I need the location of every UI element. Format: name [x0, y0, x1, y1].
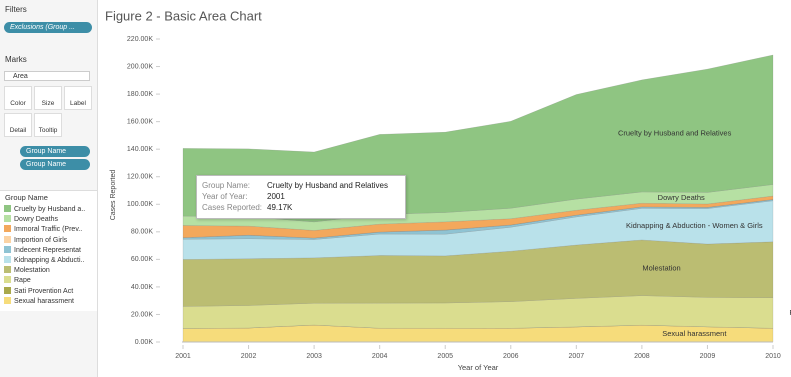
- tooltip-value: Cruelty by Husband and Relatives: [267, 181, 388, 190]
- legend-swatch: [4, 235, 11, 243]
- filters-title: Filters: [5, 5, 27, 14]
- legend-label: Molestation: [14, 267, 50, 275]
- y-tick-label: 180.00K: [127, 91, 153, 98]
- y-tick-label: 120.00K: [127, 174, 153, 181]
- legend-item[interactable]: Immoral Traffic (Prev..: [4, 225, 82, 234]
- mark-button[interactable]: Detail: [4, 113, 32, 137]
- area-label: Dowry Deaths: [658, 193, 705, 202]
- legend-swatch: [4, 245, 11, 253]
- legend-item[interactable]: Importion of Girls: [4, 235, 68, 245]
- legend-label: Kidnapping & Abducti..: [14, 257, 85, 264]
- legend-swatch: [4, 256, 11, 263]
- area-label: Cruelty by Husband and Relatives: [618, 128, 732, 137]
- legend-swatch: [4, 276, 11, 284]
- mark-type-dropdown[interactable]: Area: [4, 71, 90, 81]
- mark-button[interactable]: Color: [4, 86, 32, 110]
- area-label: Rape: [789, 308, 791, 317]
- legend-item[interactable]: Cruelty by Husband a..: [4, 205, 85, 214]
- area: [182, 200, 774, 260]
- legend-swatch: [4, 215, 11, 223]
- x-axis-label: Year of Year: [458, 363, 499, 372]
- area-label: Sexual harassment: [662, 329, 727, 338]
- y-tick-label: 200.00K: [127, 63, 153, 70]
- legend-panel: [0, 190, 97, 311]
- y-tick-label: 140.00K: [127, 146, 153, 153]
- legend-item[interactable]: Kidnapping & Abducti..: [4, 256, 84, 265]
- y-tick-label: 0.00K: [135, 339, 154, 346]
- area-label: Kidnapping & Abduction - Women & Girls: [626, 221, 763, 230]
- legend-label: Immoral Traffic (Prev..: [14, 226, 83, 234]
- x-tick-label: 2006: [503, 353, 519, 360]
- legend-item[interactable]: Indecent Representat: [4, 245, 81, 255]
- y-tick-label: 60.00K: [131, 256, 154, 263]
- filter-pill[interactable]: Exclusions (Group ...: [4, 22, 92, 33]
- legend-title: Group Name: [5, 193, 48, 202]
- mark-pill[interactable]: Group Name: [20, 159, 90, 170]
- legend-label: Rape: [14, 277, 31, 285]
- legend-item[interactable]: Dowry Deaths: [4, 215, 58, 224]
- legend-item[interactable]: Molestation: [4, 266, 50, 275]
- marks-title: Marks: [5, 55, 27, 64]
- legend-label: Importion of Girls: [14, 236, 68, 244]
- x-tick-label: 2002: [241, 353, 257, 360]
- y-tick-label: 40.00K: [131, 284, 154, 291]
- area: [182, 195, 774, 239]
- y-axis-label: Cases Reported: [110, 170, 117, 221]
- legend-swatch: [4, 225, 11, 233]
- mark-button[interactable]: Label: [64, 86, 92, 110]
- legend-label: Sexual harassment: [14, 297, 74, 305]
- x-tick-label: 2003: [306, 353, 322, 360]
- x-tick-label: 2004: [372, 353, 388, 360]
- tooltip: Group Name: Cruelty by Husband and Relati…: [196, 175, 406, 219]
- legend-swatch: [4, 296, 11, 304]
- legend-swatch: [4, 286, 11, 294]
- x-tick-label: 2010: [765, 353, 781, 360]
- tooltip-value: 49.17K: [267, 203, 293, 212]
- legend-label: Dowry Deaths: [14, 216, 58, 224]
- x-tick-label: 2008: [634, 353, 650, 360]
- area-label: Molestation: [642, 264, 680, 273]
- area: [182, 295, 774, 329]
- tooltip-value: 2001: [267, 192, 285, 201]
- x-tick-label: 2001: [175, 353, 191, 360]
- chart-title: Figure 2 - Basic Area Chart: [105, 8, 262, 23]
- mark-button[interactable]: Size: [34, 86, 62, 110]
- legend-item[interactable]: Rape: [4, 276, 31, 285]
- area: [182, 199, 774, 240]
- x-tick-label: 2005: [437, 353, 453, 360]
- legend-swatch: [4, 266, 11, 274]
- mark-pill[interactable]: Group Name: [20, 146, 90, 157]
- legend-item[interactable]: Sati Provention Act: [4, 286, 74, 296]
- y-tick-label: 20.00K: [131, 311, 154, 318]
- y-tick-label: 160.00K: [127, 118, 153, 125]
- mark-button[interactable]: Tooltip: [34, 113, 62, 137]
- legend-item[interactable]: Sexual harassment: [4, 296, 74, 306]
- y-tick-label: 100.00K: [127, 201, 153, 208]
- sidebar: Filters Exclusions (Group ... Marks Area…: [0, 0, 98, 377]
- x-tick-label: 2007: [569, 353, 585, 360]
- tooltip-key: Year of Year:: [202, 192, 248, 201]
- x-tick-label: 2009: [700, 353, 716, 360]
- legend-label: Cruelty by Husband a..: [14, 206, 86, 213]
- tooltip-key: Group Name:: [202, 181, 251, 190]
- tooltip-key: Cases Reported:: [202, 203, 263, 212]
- legend-swatch: [4, 205, 11, 212]
- y-tick-label: 80.00K: [131, 229, 154, 236]
- legend-label: Indecent Representat: [14, 246, 81, 254]
- legend-label: Sati Provention Act: [14, 287, 74, 295]
- y-tick-label: 220.00K: [127, 36, 153, 43]
